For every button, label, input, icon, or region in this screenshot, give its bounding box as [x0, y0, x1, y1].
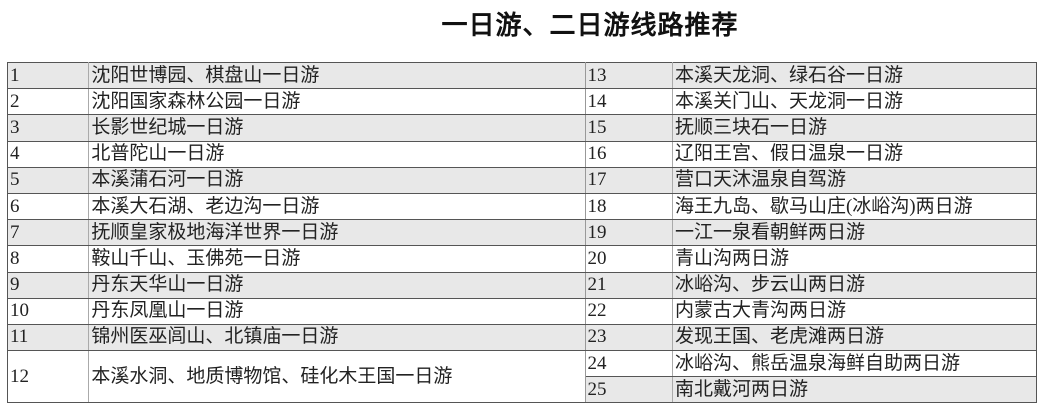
route-name: 本溪蒲石河一日游: [88, 166, 586, 194]
table-row: 4 北普陀山一日游 16 辽阳王宫、假日温泉一日游: [6, 140, 1038, 168]
route-name: 营口天沐温泉自驾游: [672, 166, 1038, 194]
route-name: 丹东天华山一日游: [88, 271, 586, 299]
table-row: 10 丹东凤凰山一日游 22 内蒙古大青沟两日游: [6, 297, 1038, 325]
route-name: 内蒙古大青沟两日游: [672, 297, 1038, 325]
route-number: 8: [6, 245, 90, 273]
route-name: 鞍山千山、玉佛苑一日游: [88, 245, 586, 273]
route-name: 一江一泉看朝鲜两日游: [672, 219, 1038, 247]
route-number: 19: [584, 219, 673, 247]
route-number: 14: [584, 88, 673, 116]
route-name: 发现王国、老虎滩两日游: [672, 323, 1038, 352]
table-row: 9 丹东天华山一日游 21 冰峪沟、步云山两日游: [6, 271, 1038, 299]
table-row: 8 鞍山千山、玉佛苑一日游 20 青山沟两日游: [6, 245, 1038, 273]
route-number: 1: [6, 61, 90, 90]
route-name: 长影世纪城一日游: [88, 114, 586, 142]
table-row: 3 长影世纪城一日游 15 抚顺三块石一日游: [6, 114, 1038, 142]
route-number: 20: [584, 245, 673, 273]
table-row: 2 沈阳国家森林公园一日游 14 本溪关门山、天龙洞一日游: [6, 88, 1038, 116]
route-number: 22: [584, 297, 673, 325]
route-name: 抚顺三块石一日游: [672, 114, 1038, 142]
route-name: 海王九岛、歇马山庄(冰峪沟)两日游: [672, 192, 1038, 221]
route-number: 3: [6, 114, 90, 142]
route-number: 12: [6, 350, 90, 404]
route-number: 2: [6, 88, 90, 116]
route-name: 北普陀山一日游: [88, 140, 586, 168]
route-number: 9: [6, 271, 90, 299]
table-row: 6 本溪大石湖、老边沟一日游 18 海王九岛、歇马山庄(冰峪沟)两日游: [6, 192, 1038, 221]
route-number: 5: [6, 166, 90, 194]
table-row: 5 本溪蒲石河一日游 17 营口天沐温泉自驾游: [6, 166, 1038, 194]
page-title: 一日游、二日游线路推荐: [441, 11, 739, 41]
route-name: 南北戴河两日游: [672, 376, 1038, 404]
route-number: 18: [584, 192, 673, 221]
route-name: 沈阳国家森林公园一日游: [88, 88, 586, 116]
table-row: 25 南北戴河两日游: [8, 376, 1038, 404]
route-number: 10: [6, 297, 90, 325]
route-number: 16: [584, 140, 673, 168]
route-number: 23: [584, 323, 673, 352]
route-name: 本溪大石湖、老边沟一日游: [88, 192, 586, 221]
route-name: 锦州医巫闾山、北镇庙一日游: [88, 323, 586, 352]
route-name: 辽阳王宫、假日温泉一日游: [672, 140, 1038, 168]
route-number: 6: [6, 192, 90, 221]
route-name: 抚顺皇家极地海洋世界一日游: [88, 219, 586, 247]
route-number: 21: [584, 271, 673, 299]
route-name: 冰峪沟、熊岳温泉海鲜自助两日游: [672, 350, 1038, 378]
route-name: 丹东凤凰山一日游: [88, 297, 586, 325]
route-name: 冰峪沟、步云山两日游: [672, 271, 1038, 299]
table-row: 11 锦州医巫闾山、北镇庙一日游 23 发现王国、老虎滩两日游: [6, 323, 1038, 352]
table-row: 7 抚顺皇家极地海洋世界一日游 19 一江一泉看朝鲜两日游: [6, 219, 1038, 247]
route-number: 13: [584, 61, 673, 90]
route-name: 青山沟两日游: [672, 245, 1038, 273]
route-name: 本溪水洞、地质博物馆、硅化木王国一日游: [88, 350, 586, 404]
route-name: 本溪关门山、天龙洞一日游: [672, 88, 1038, 116]
route-name: 沈阳世博园、棋盘山一日游: [88, 61, 586, 90]
route-number: 4: [6, 140, 90, 168]
route-number: 15: [584, 114, 673, 142]
route-number: 24: [584, 350, 673, 378]
route-number: 25: [584, 376, 673, 404]
table-row: 12 本溪水洞、地质博物馆、硅化木王国一日游 24 冰峪沟、熊岳温泉海鲜自助两日游: [6, 350, 1038, 404]
table-row: 1 沈阳世博园、棋盘山一日游 13 本溪天龙洞、绿石谷一日游: [6, 61, 1038, 90]
route-number: 11: [6, 323, 90, 352]
route-number: 7: [6, 219, 90, 247]
route-number: 17: [584, 166, 673, 194]
route-name: 本溪天龙洞、绿石谷一日游: [672, 61, 1038, 90]
route-table: 1 沈阳世博园、棋盘山一日游 13 本溪天龙洞、绿石谷一日游 2 沈阳国家森林公园一日游 1…: [6, 61, 1038, 404]
